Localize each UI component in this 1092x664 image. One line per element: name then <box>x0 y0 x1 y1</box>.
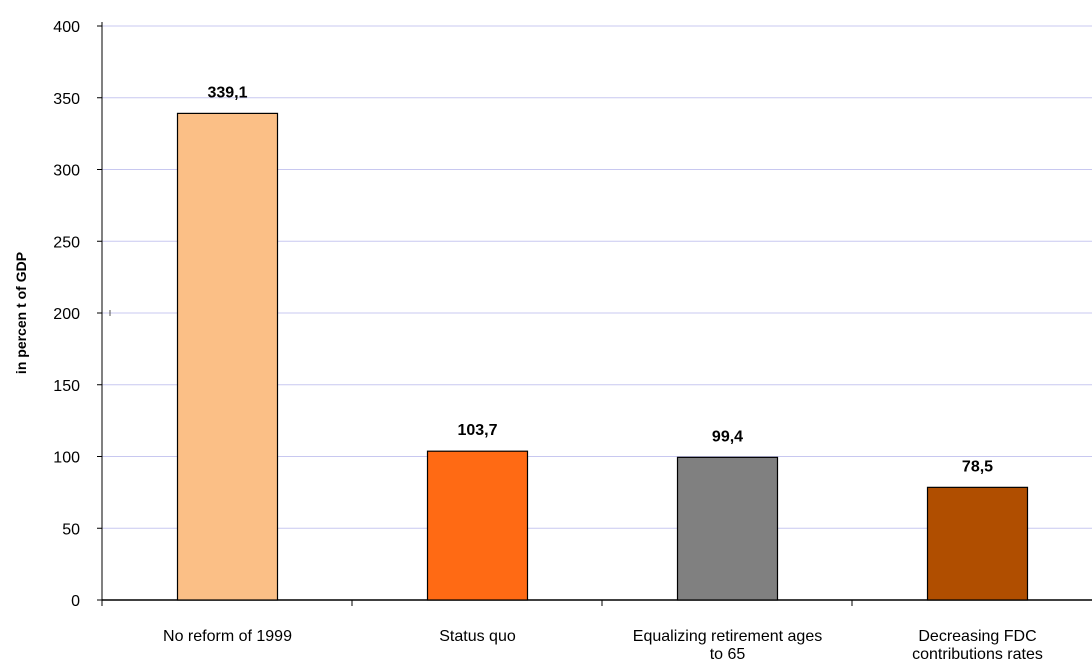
x-category-label: contributions rates <box>912 646 1043 663</box>
x-category-label: Status quo <box>439 628 516 645</box>
y-tick-label: 250 <box>53 234 80 251</box>
x-category-label: Equalizing retirement ages <box>633 628 822 645</box>
bar-value-label: 99,4 <box>712 428 743 445</box>
y-tick-label: 200 <box>53 306 80 323</box>
y-tick-label: 50 <box>62 521 80 538</box>
y-tick-label: 350 <box>53 91 80 108</box>
y-tick-label: 300 <box>53 163 80 180</box>
bar <box>176 112 279 601</box>
x-category-label: to 65 <box>710 646 746 663</box>
x-axis: No reform of 1999 Status quo Equalizing re… <box>101 599 1092 663</box>
bar-value-label: 78,5 <box>962 458 993 475</box>
y-tick-label: 100 <box>53 450 80 467</box>
bar-value-label: 339,1 <box>207 84 247 101</box>
bars <box>176 112 1029 601</box>
bar <box>926 486 1029 601</box>
y-axis-title: in percen t of GDP <box>13 252 29 374</box>
data-labels: 339,1 103,7 99,4 78,5 <box>207 84 993 475</box>
x-category-label: No reform of 1999 <box>163 628 292 645</box>
bar-value-label: 103,7 <box>457 422 497 439</box>
y-tick-label: 150 <box>53 378 80 395</box>
bar <box>426 450 529 601</box>
y-tick-label: 0 <box>71 593 80 610</box>
x-category-label: Decreasing FDC <box>918 628 1036 645</box>
bar <box>676 456 779 601</box>
y-axis: 0 50 100 150 200 250 300 350 400 <box>53 19 111 610</box>
y-tick-label: 400 <box>53 19 80 36</box>
